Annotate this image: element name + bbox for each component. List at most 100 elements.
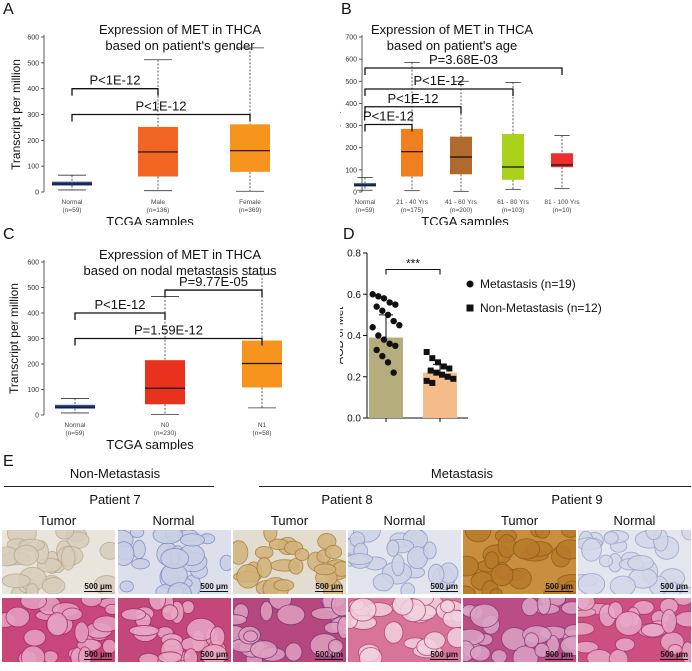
data-point-metastasis — [373, 346, 380, 354]
scale-bar-label: 500 μm — [545, 650, 573, 660]
tissue-follicle — [152, 530, 183, 545]
tissue-texture — [2, 598, 115, 662]
significance-bracket — [364, 106, 462, 114]
tissue-follicle — [200, 644, 228, 662]
y-tick-label: 100 — [27, 387, 39, 394]
tissue-follicle — [55, 530, 75, 540]
data-point-metastasis — [384, 359, 392, 366]
x-tick-label: 21 - 40 Yrs — [396, 199, 428, 206]
y-tick-label: 0 — [353, 190, 357, 197]
y-tick-label: 0.6 — [347, 290, 361, 301]
y-tick-label: 600 — [27, 260, 39, 267]
tissue-follicle — [578, 598, 596, 611]
tissue-follicle — [337, 616, 346, 639]
tissue-follicle — [543, 586, 570, 594]
tissue-follicle — [524, 632, 539, 649]
tissue-follicle — [20, 598, 47, 610]
panel-label-c: C — [3, 226, 15, 243]
legend-label: Metastasis (n=19) — [480, 277, 576, 291]
p-value-label: P=9.77E-05 — [179, 274, 248, 289]
data-point-non-metastasis — [423, 377, 430, 384]
data-point-non-metastasis — [429, 379, 436, 386]
tissue-follicle — [118, 541, 135, 566]
tissue-follicle — [673, 598, 691, 606]
tissue-follicle — [233, 540, 249, 565]
tissue-follicle — [119, 580, 134, 593]
tissue-follicle — [46, 612, 68, 637]
ihc-micrograph-5: 500 μm — [463, 530, 576, 594]
tissue-follicle — [386, 539, 400, 557]
tissue-follicle — [645, 530, 662, 540]
tissue-follicle — [93, 575, 115, 594]
x-tick-count: (n=10) — [553, 207, 572, 214]
data-point-metastasis — [380, 336, 388, 343]
data-point-metastasis — [375, 293, 382, 300]
tissue-follicle — [161, 604, 179, 622]
x-tick-label: Male — [151, 199, 165, 206]
tissue-follicle — [608, 601, 623, 620]
significance-bracket — [364, 67, 563, 75]
tissue-follicle — [324, 544, 343, 560]
tissue-follicle — [469, 603, 500, 628]
group-label-non-metastasis: Non-Metastasis — [69, 466, 161, 481]
y-tick-label: 0 — [35, 413, 39, 420]
group-divider-non-metastasis — [4, 486, 214, 487]
tissue-texture — [463, 530, 576, 594]
tissue-follicle — [250, 640, 278, 659]
tissue-follicle — [512, 538, 541, 560]
data-point-metastasis — [380, 295, 388, 302]
data-point-metastasis — [392, 301, 399, 308]
scale-bar-label: 500 μm — [660, 582, 688, 592]
y-axis-label: AOD of Met — [340, 307, 346, 364]
tissue-follicle — [128, 625, 160, 637]
significance-bracket — [364, 88, 514, 97]
y-tick-label: 700 — [345, 35, 357, 42]
x-axis-label: TCGA samples — [421, 214, 509, 225]
data-point-non-metastasis — [450, 375, 457, 382]
chart-subtitle: based on patient's gender — [105, 38, 255, 53]
he-micrograph-5: 500 μm — [463, 598, 576, 662]
column-label-tumor: Tumor — [38, 513, 77, 528]
box-2 — [401, 128, 423, 177]
data-point-non-metastasis — [446, 365, 453, 372]
tissue-follicle — [581, 538, 602, 562]
tissue-follicle — [614, 611, 643, 636]
tissue-follicle — [640, 623, 665, 638]
column-label-tumor: Tumor — [500, 513, 539, 528]
scale-bar-label: 500 μm — [430, 582, 458, 592]
significance-bracket — [74, 337, 263, 346]
data-point-metastasis — [392, 342, 399, 350]
y-tick-label: 0.0 — [347, 414, 361, 425]
data-point-non-metastasis — [444, 373, 451, 380]
data-point-metastasis — [396, 321, 403, 329]
tissue-follicle — [497, 534, 517, 558]
tissue-follicle — [383, 621, 404, 644]
data-point-metastasis — [369, 291, 376, 298]
y-tick-label: 600 — [27, 35, 39, 42]
box-3 — [230, 124, 270, 172]
tissue-follicle — [489, 588, 503, 594]
tissue-follicle — [74, 621, 89, 644]
tissue-follicle — [446, 627, 461, 649]
tissue-follicle — [330, 598, 346, 617]
scale-bar-label: 500 μm — [84, 650, 112, 660]
tissue-follicle — [578, 573, 606, 594]
y-tick-label: 400 — [345, 101, 357, 108]
tissue-follicle — [276, 604, 306, 626]
column-label-normal: Normal — [383, 513, 426, 528]
x-tick-count: (n=58) — [253, 430, 272, 437]
panel-label-d: D — [343, 226, 355, 243]
tissue-follicle — [160, 547, 190, 569]
column-label-normal: Normal — [613, 513, 656, 528]
tissue-follicle — [521, 598, 539, 617]
significance-bracket — [364, 123, 413, 132]
tissue-follicle — [104, 603, 115, 615]
tissue-follicle — [463, 585, 476, 594]
y-axis-label: Transcript per million — [9, 59, 23, 170]
tissue-follicle — [259, 600, 273, 622]
tissue-follicle — [484, 551, 499, 570]
tissue-follicle — [131, 558, 150, 570]
significance-bracket — [74, 312, 166, 320]
x-tick-count: (n=136) — [147, 207, 170, 214]
